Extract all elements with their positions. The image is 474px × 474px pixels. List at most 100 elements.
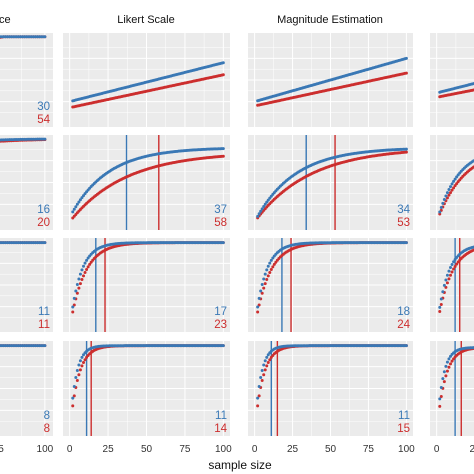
data-point-red [262, 286, 266, 290]
data-point-blue [75, 283, 79, 287]
data-point-blue [438, 210, 442, 214]
data-point-blue [72, 207, 76, 211]
data-point-blue [266, 264, 270, 268]
series-blue [256, 147, 408, 218]
sample-size-label-red: 20 [37, 217, 50, 229]
x-tick-label: 75 [0, 444, 4, 455]
data-point-blue [82, 264, 86, 268]
data-point-red [452, 267, 456, 271]
series-red [71, 73, 225, 109]
sample-size-label-red: 24 [397, 319, 410, 331]
series-blue [71, 147, 225, 214]
data-point-red [269, 268, 273, 272]
data-point-blue [77, 363, 81, 367]
data-point-red [450, 188, 454, 192]
series-blue [256, 241, 408, 309]
column-title-1: ce [0, 14, 11, 26]
series-blue [71, 344, 225, 400]
data-point-blue [256, 214, 260, 218]
data-point-blue [75, 368, 79, 372]
data-point-blue [78, 198, 82, 202]
data-point-blue [221, 61, 225, 65]
sample-size-label-red: 54 [37, 114, 50, 126]
data-point-red [80, 364, 84, 368]
x-tick-label: 100 [37, 444, 54, 455]
data-point-red [257, 394, 261, 398]
series-blue [0, 241, 47, 245]
data-point-blue [442, 283, 446, 287]
data-point-blue [262, 277, 266, 281]
data-point-blue [257, 212, 261, 216]
x-tick-label: 25 [287, 444, 299, 455]
series-blue [0, 344, 47, 348]
data-point-blue [83, 261, 87, 265]
data-point-blue [80, 196, 84, 200]
panel-r4-c1: 88 [0, 341, 53, 436]
x-tick-label: 75 [179, 444, 191, 455]
data-point-blue [262, 363, 266, 367]
data-point-red [447, 365, 451, 369]
data-point-blue [265, 268, 269, 272]
data-point-red [263, 368, 267, 372]
data-point-blue [259, 376, 263, 380]
x-tick-label: 25 [470, 444, 474, 455]
data-point-red [439, 395, 443, 399]
column-title-2: Likert Scale [117, 14, 174, 26]
data-point-blue [447, 187, 451, 191]
x-tick-label: 0 [434, 444, 440, 455]
data-point-blue [447, 269, 451, 273]
data-point-blue [257, 296, 261, 300]
series-blue [71, 241, 225, 309]
data-point-blue [438, 305, 442, 309]
data-point-blue [445, 273, 449, 277]
x-tick-label: 100 [215, 444, 232, 455]
data-point-red [82, 361, 86, 365]
data-point-red [78, 282, 82, 286]
data-point-red [450, 359, 454, 363]
panel-r1-c3 [248, 33, 413, 127]
data-point-blue [439, 206, 443, 209]
data-point-blue [449, 185, 453, 189]
data-point-red [71, 310, 75, 314]
data-point-red [75, 379, 79, 383]
data-point-red [221, 73, 225, 77]
x-tick-label: 0 [252, 444, 258, 455]
data-point-red [260, 291, 264, 295]
data-point-blue [262, 205, 266, 209]
data-point-blue [260, 207, 264, 211]
x-axis-label: sample size [208, 458, 272, 472]
sample-size-label-blue: 11 [38, 306, 50, 318]
data-point-blue [259, 209, 263, 213]
data-point-red [442, 380, 446, 384]
data-point-blue [445, 191, 449, 195]
series-blue [0, 137, 47, 142]
data-point-red [265, 278, 269, 282]
data-point-blue [438, 397, 442, 401]
sample-size-label-red: 58 [214, 217, 227, 229]
data-point-blue [444, 278, 448, 282]
x-tick-label: 50 [325, 444, 337, 455]
data-point-blue [445, 360, 449, 364]
sample-size-label-blue: 8 [44, 410, 50, 422]
data-point-blue [441, 377, 445, 381]
data-point-red [72, 394, 76, 398]
data-point-red [75, 291, 79, 295]
data-point-red [447, 277, 451, 281]
series-red [438, 88, 474, 99]
data-point-red [256, 310, 260, 314]
sample-size-label-red: 8 [44, 423, 50, 435]
x-tick-label: 25 [103, 444, 115, 455]
data-point-blue [453, 177, 457, 181]
data-point-blue [442, 370, 446, 374]
data-point-red [404, 150, 408, 154]
sample-size-label-red: 11 [38, 319, 50, 331]
data-point-blue [80, 355, 84, 359]
data-point-blue [256, 396, 260, 400]
